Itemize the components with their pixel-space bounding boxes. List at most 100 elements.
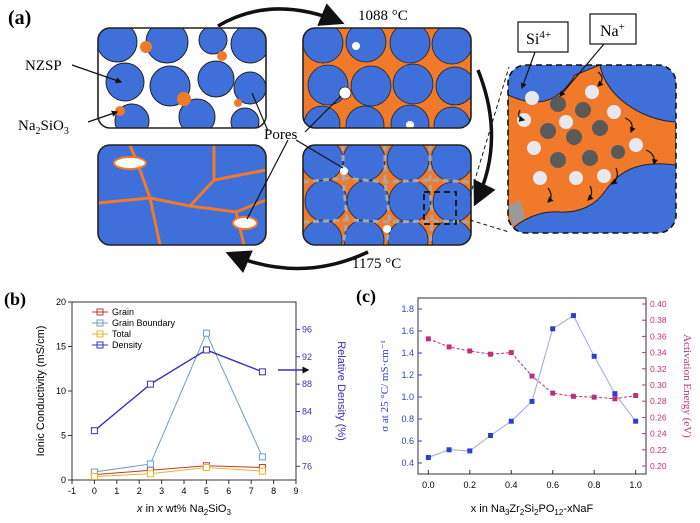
c-y2-tick-label: 0.40 <box>650 299 667 309</box>
b-y-tick-label: 10 <box>56 386 66 396</box>
panel-c: (c) 0.0 0.2 0.4 0.6 0.8 1.0 0.4 0.6 0.8 1.0 1.2 1.… <box>356 286 693 517</box>
c-series-line-activation-energy <box>428 338 636 400</box>
c-point-conductivity <box>425 455 431 460</box>
ion-paths <box>518 71 658 203</box>
c-y-tick-label: 0.8 <box>401 414 414 424</box>
grain-boundaries-dashed <box>303 145 471 245</box>
initial-particles <box>98 28 266 128</box>
c-x-tick-label: 0.6 <box>546 480 559 490</box>
b-x-tick-label: 6 <box>226 486 231 496</box>
pores-pointer <box>251 92 269 132</box>
si-legend-label: Si4+ <box>526 29 551 48</box>
legend-density: Density <box>112 340 143 350</box>
si-ion <box>540 123 556 139</box>
na-ion <box>569 171 583 185</box>
na-ion <box>527 141 541 155</box>
zoom-inset: Si4+ Na+ <box>469 13 677 234</box>
na-legend-box <box>589 13 637 45</box>
c-point-conductivity <box>508 418 514 424</box>
b-y-tick-label: 0 <box>61 475 66 485</box>
panel-a: (a) <box>8 3 677 273</box>
na-pointer <box>559 43 605 97</box>
b-series-line-total <box>94 467 263 477</box>
b-x-tick-label: -1 <box>68 486 76 496</box>
b-point-grain-boundary <box>146 460 154 468</box>
b-point-density <box>90 427 98 435</box>
b-x-tick-label: 1 <box>114 486 119 496</box>
c-y2-tick-label: 0.32 <box>650 364 667 374</box>
temp-1175-label: 1175 °C <box>352 256 401 272</box>
b-y2-tick-label: 96 <box>302 324 312 334</box>
c-y-tick-label: 1.0 <box>401 392 414 402</box>
c-point-activation-energy <box>591 394 597 400</box>
si-ion <box>550 152 566 168</box>
b-x-tick-label: 4 <box>181 486 186 496</box>
c-point-activation-energy <box>425 336 431 342</box>
box-1175 <box>302 144 472 246</box>
b-series <box>90 329 266 480</box>
pore <box>383 225 391 233</box>
c-point-conductivity <box>488 433 494 438</box>
panel-a-label: (a) <box>8 7 31 29</box>
pores-label: Pores <box>264 127 297 143</box>
c-y2-ticks: 0.20 0.22 0.24 0.26 0.28 0.30 0.32 0.34 0.36 0.38… <box>642 299 667 471</box>
b-y2-tick-label: 92 <box>302 352 312 362</box>
c-y2-tick-label: 0.28 <box>650 396 667 406</box>
c-point-conductivity <box>633 418 639 424</box>
b-point-total <box>146 470 154 478</box>
c-y-tick-label: 0.4 <box>401 458 414 468</box>
b-legend: Grain Grain Boundary Total Density <box>92 307 176 350</box>
c-y-tick-label: 1.8 <box>401 304 414 314</box>
box-initial-border <box>97 27 267 129</box>
si-ion <box>566 129 582 145</box>
b-y-tick-label: 5 <box>61 431 66 441</box>
panel-c-label: (c) <box>356 286 376 307</box>
pore <box>352 42 360 50</box>
b-series-line-grain <box>94 465 263 476</box>
si-ion <box>582 150 598 166</box>
pores-pointer <box>295 139 344 169</box>
si-ion <box>550 96 566 112</box>
b-x-tick-label: 9 <box>293 486 298 496</box>
si-legend-box <box>517 21 569 53</box>
c-y2-tick-label: 0.22 <box>650 445 667 455</box>
b-point-total <box>202 464 210 472</box>
c-y-tick-label: 0.6 <box>401 436 414 446</box>
c-y2-tick-label: 0.38 <box>650 315 667 325</box>
na2sio3-label: Na2SiO3 <box>18 118 69 137</box>
arrow-heat-1088 <box>217 3 345 28</box>
c-point-conductivity <box>612 391 618 397</box>
c-y2-tick-label: 0.26 <box>650 412 667 422</box>
b-y2-tick-label: 80 <box>302 434 312 444</box>
c-point-activation-energy <box>467 348 473 354</box>
c-point-conductivity <box>550 326 556 332</box>
b-y2-ticks: 76 80 84 88 92 96 <box>296 324 312 471</box>
b-x-tick-label: 8 <box>271 486 276 496</box>
plot-b-frame <box>71 301 297 481</box>
legend-grain: Grain <box>112 307 134 317</box>
b-y-tick-label: 20 <box>56 297 66 307</box>
c-series-line-conductivity <box>428 314 637 458</box>
si-ion <box>575 102 591 118</box>
c-y-tick-label: 1.2 <box>401 370 414 380</box>
pore <box>113 156 147 170</box>
c-y2-tick-label: 0.30 <box>650 380 667 390</box>
arrow-heat-1175 <box>473 69 496 207</box>
b-y2label: Relative Density (%) <box>335 341 347 441</box>
c-point-conductivity <box>467 448 473 454</box>
temp-1088-label: 1088 °C <box>358 8 408 24</box>
b-y-ticks: 0 5 10 15 20 <box>56 297 72 485</box>
box-1088 <box>302 27 472 129</box>
b-y2-tick-label: 76 <box>302 461 312 471</box>
c-point-conductivity <box>529 398 535 404</box>
c-point-activation-energy <box>633 393 639 399</box>
c-xlabel: x in Na3Zr2Si2PO12-xNaF <box>471 503 594 517</box>
b-point-density <box>258 368 266 376</box>
pore <box>340 167 348 175</box>
b-y2-tick-label: 84 <box>302 407 312 417</box>
arrow-densify <box>225 250 369 273</box>
b-point-density <box>146 380 154 388</box>
na-ion <box>533 171 547 185</box>
na-ion <box>525 91 539 105</box>
b-x-tick-label: 0 <box>92 486 97 496</box>
